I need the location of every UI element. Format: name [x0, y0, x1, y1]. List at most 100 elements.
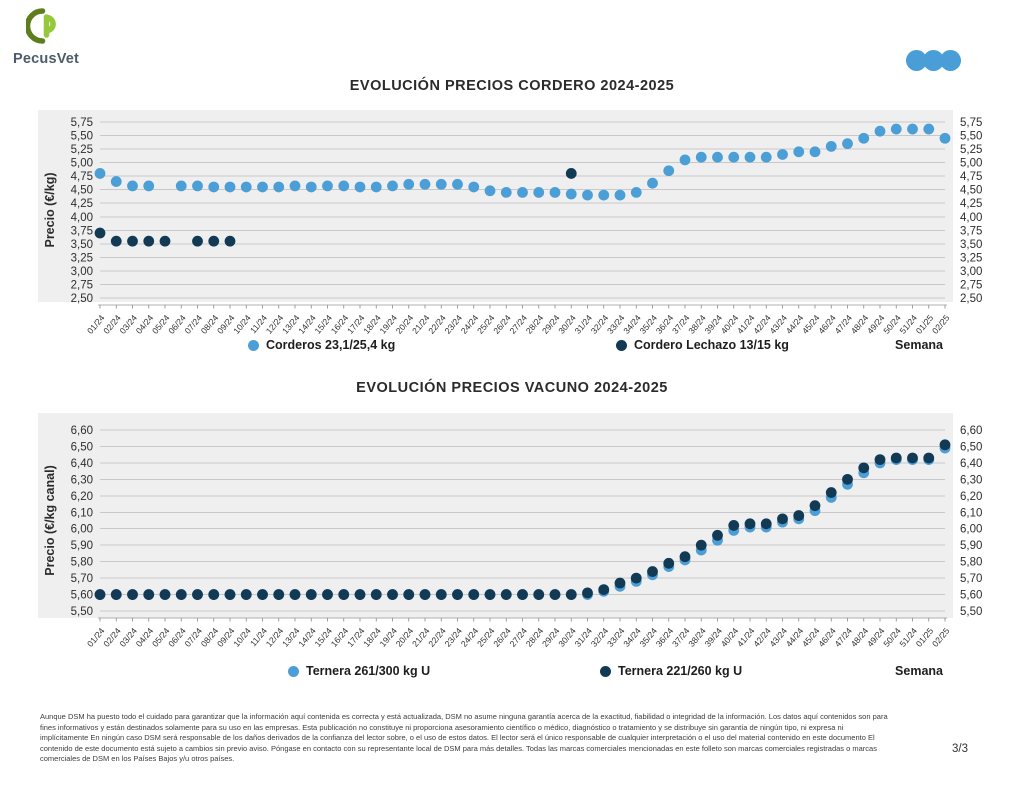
- y-tick-label: 3,00: [960, 266, 982, 278]
- y-tick-label: 5,60: [71, 590, 93, 602]
- brand-name: PecusVet: [13, 51, 80, 67]
- data-point-series-2: [192, 235, 203, 247]
- data-point-series-1: [192, 180, 203, 192]
- y-tick-label: 4,75: [960, 171, 982, 183]
- data-point-series-1: [598, 189, 610, 201]
- data-point-series-1: [322, 180, 333, 192]
- dot-icon: [940, 50, 961, 71]
- y-tick-label: 3,50: [71, 239, 93, 251]
- data-point-series-1: [842, 138, 853, 150]
- y-tick-label: 4,25: [71, 198, 93, 210]
- y-tick-label: 6,40: [71, 458, 93, 470]
- data-point-series-2: [939, 439, 951, 451]
- data-point-series-2: [468, 589, 480, 600]
- data-point-series-2: [387, 589, 398, 600]
- data-point-series-2: [858, 462, 870, 474]
- y-tick-label: 3,75: [960, 225, 982, 237]
- y-tick-label: 5,60: [960, 590, 982, 602]
- data-point-series-1: [890, 123, 902, 135]
- y-tick-label: 3,50: [960, 239, 982, 251]
- data-point-series-2: [143, 235, 155, 247]
- data-point-series-2: [322, 589, 333, 600]
- disclaimer-line: contenido de este documento está sujeto …: [40, 743, 877, 753]
- y-tick-label: 4,00: [960, 212, 982, 224]
- data-point-series-2: [582, 587, 593, 599]
- y-tick-label: 6,10: [71, 507, 93, 519]
- data-point-series-2: [598, 584, 610, 596]
- data-point-series-2: [110, 589, 122, 600]
- data-point-series-2: [175, 589, 187, 600]
- data-point-series-2: [647, 566, 658, 577]
- y-tick-label: 5,00: [71, 158, 93, 170]
- data-point-series-2: [793, 510, 805, 521]
- data-point-series-2: [240, 589, 252, 600]
- data-point-series-1: [663, 165, 675, 177]
- y-tick-label: 5,25: [960, 144, 982, 156]
- legend-label: Corderos 23,1/25,4 kg: [266, 338, 396, 352]
- legend-dot-icon: [600, 665, 611, 677]
- data-point-series-2: [695, 539, 707, 551]
- y-tick-label: 6,20: [960, 491, 982, 503]
- y-tick-label: 6,50: [960, 441, 982, 453]
- data-point-series-2: [305, 589, 317, 600]
- data-point-series-2: [630, 572, 642, 584]
- y-tick-label: 6,30: [960, 474, 982, 486]
- data-point-series-2: [890, 452, 902, 464]
- data-point-series-1: [907, 123, 918, 135]
- y-tick-label: 4,50: [960, 185, 982, 197]
- data-point-series-2: [208, 589, 220, 600]
- data-point-series-2: [127, 589, 138, 600]
- pecusvet-logo: PecusVet: [13, 8, 80, 67]
- legend-dot-icon: [248, 339, 259, 351]
- data-point-series-2: [760, 518, 772, 530]
- data-point-series-2: [533, 589, 545, 600]
- page-number: 3/3: [952, 743, 968, 755]
- data-point-series-1: [565, 188, 577, 200]
- disclaimer-line: implícitamente En ningún caso DSM será r…: [40, 733, 875, 743]
- legend-item: Ternera 261/300 kg U: [288, 664, 430, 678]
- y-tick-label: 4,25: [960, 198, 982, 210]
- data-point-series-1: [224, 181, 236, 193]
- data-point-series-2: [435, 589, 447, 600]
- data-point-series-2: [94, 227, 106, 239]
- y-tick-label: 3,75: [71, 225, 93, 237]
- y-tick-label: 6,50: [71, 441, 93, 453]
- data-point-series-1: [127, 180, 138, 192]
- data-point-series-1: [208, 181, 220, 193]
- y-tick-label: 6,20: [71, 491, 93, 503]
- data-point-series-1: [517, 187, 528, 198]
- y-tick-label: 6,00: [960, 524, 982, 536]
- data-point-series-2: [809, 500, 821, 512]
- y-tick-label: 6,60: [960, 425, 982, 437]
- data-point-series-1: [240, 181, 252, 193]
- data-point-series-2: [273, 589, 285, 600]
- cordero-chart: 5,75 5,755,50 5,505,25 5,255,00 5,004,75 4,75…: [38, 110, 982, 336]
- y-tick-label: 3,25: [71, 252, 93, 264]
- data-point-series-1: [143, 180, 155, 192]
- x-axis-title: Semana: [895, 664, 943, 678]
- data-point-series-2: [614, 577, 626, 589]
- y-tick-label: 2,50: [960, 293, 982, 305]
- data-point-series-2: [842, 473, 853, 485]
- vacuno-chart-title: EVOLUCIÓN PRECIOS VACUNO 2024-2025: [356, 380, 668, 396]
- data-point-series-2: [143, 589, 155, 600]
- data-point-series-1: [939, 132, 951, 144]
- y-tick-label: 5,80: [71, 557, 93, 569]
- vacuno-chart-legend: Ternera 261/300 kg U Ternera 221/260 kg …: [38, 664, 955, 684]
- data-point-series-1: [403, 178, 415, 190]
- data-point-series-1: [825, 140, 837, 152]
- data-point-series-2: [907, 452, 918, 464]
- data-point-series-1: [452, 178, 463, 190]
- data-point-series-1: [695, 151, 707, 163]
- data-point-series-1: [793, 146, 805, 158]
- data-point-series-2: [728, 520, 740, 531]
- legend-label: Cordero Lechazo 13/15 kg: [634, 338, 789, 352]
- x-tick-label: 02/25: [930, 313, 952, 336]
- y-tick-label: 4,50: [71, 185, 93, 197]
- y-tick-label: 5,75: [71, 117, 93, 129]
- data-point-series-2: [679, 551, 691, 563]
- data-point-series-1: [387, 180, 398, 192]
- y-tick-label: 6,30: [71, 474, 93, 486]
- legend-label: Ternera 261/300 kg U: [306, 664, 431, 678]
- data-point-series-2: [289, 589, 301, 600]
